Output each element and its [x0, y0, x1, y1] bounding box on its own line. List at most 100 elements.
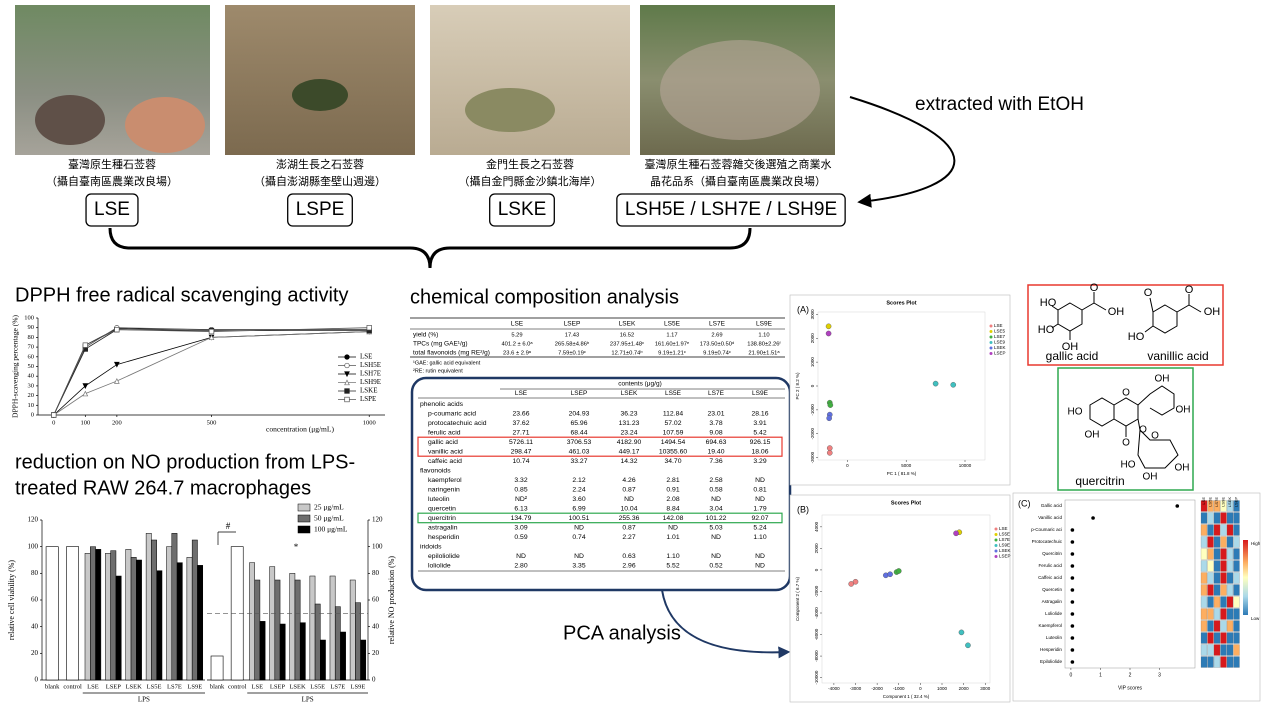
- x-tick-label: LS7E: [330, 683, 345, 690]
- marker: [113, 377, 120, 384]
- atom-label: OH: [1204, 306, 1221, 318]
- heatmap-cell: [1220, 548, 1227, 560]
- sample-label: LSE: [94, 199, 130, 220]
- marker: [344, 379, 350, 386]
- y-tick-label: 0: [810, 384, 815, 387]
- y2-tick-label: 40: [372, 622, 380, 630]
- y-axis-label: relative NO production (%): [387, 556, 396, 645]
- bar: [110, 550, 117, 681]
- table-cell: 3.29: [753, 458, 766, 465]
- y-axis-label: DPPH-scavenging percentage (%): [11, 315, 20, 418]
- legend-marker: [994, 533, 998, 536]
- y-tick-label: -3000: [810, 451, 815, 463]
- table-cell: 68.44: [570, 429, 587, 436]
- heatmap-cell: [1207, 656, 1214, 668]
- y2-tick-label: 120: [372, 516, 383, 524]
- table-cell: astragalin: [428, 524, 458, 531]
- heatmap-cell: [1220, 524, 1227, 536]
- x-tick-label: 500: [207, 419, 217, 426]
- table-cell: 23.6 ± 2.9ᵃ: [503, 351, 532, 357]
- x-tick-label: LS9E: [187, 683, 202, 690]
- table-cell: 2.08: [666, 496, 679, 503]
- table-cell: 449.17: [619, 448, 640, 455]
- x-tick-label: LSE: [252, 683, 264, 690]
- x-tick-label: control: [63, 683, 82, 690]
- bar: [210, 655, 224, 681]
- y2-tick-label: 100: [372, 542, 383, 550]
- table-cell: 7.59±0.19ᶜ: [558, 351, 586, 357]
- heatmap-cell: [1207, 560, 1214, 572]
- bar: [176, 562, 183, 681]
- x-tick-label: 2: [1129, 672, 1132, 678]
- table-cell: naringenin: [428, 486, 460, 493]
- point: [1070, 576, 1075, 580]
- table-cell: 3.91: [753, 420, 766, 427]
- table-cell: 23.66: [512, 410, 529, 417]
- heatmap-cell: [1200, 500, 1208, 512]
- marker: [344, 388, 350, 394]
- heatmap-cell: [1220, 656, 1227, 668]
- y-tick-label: 20: [28, 392, 35, 399]
- table-cell: 1.10: [758, 333, 769, 339]
- table-cell: TPCs (mg GAE¹/g): [413, 341, 468, 348]
- table-cell: 16.52: [620, 333, 635, 339]
- table-cell: ND: [755, 553, 765, 560]
- table-header: LSEK: [619, 321, 636, 328]
- heatmap-cell: [1233, 524, 1240, 536]
- column-label: LSEK: [1227, 497, 1232, 508]
- arrow: [849, 96, 956, 208]
- heatmap-cell: [1207, 632, 1214, 644]
- heatmap-cell: [1200, 524, 1208, 536]
- y-tick-label: 40: [31, 622, 39, 630]
- table-header: LS7E: [708, 390, 725, 397]
- legend-label: High: [1251, 541, 1261, 546]
- heatmap-cell: [1220, 596, 1227, 608]
- bar: [274, 579, 281, 681]
- point: [1070, 624, 1075, 628]
- table-cell: 4.26: [622, 477, 635, 484]
- table-cell: 10.04: [620, 505, 637, 512]
- point: [1070, 660, 1075, 664]
- table-cell: 161.60±1.97ᵉ: [655, 342, 690, 348]
- legend-label: LSEP: [994, 351, 1006, 356]
- heatmap-cell: [1207, 584, 1214, 596]
- atom-label: O: [1151, 431, 1159, 442]
- table-cell: loliolide: [428, 562, 451, 569]
- bar: [45, 546, 59, 681]
- category-label: Protocatechuic: [1032, 539, 1063, 544]
- table-cell: 3.09: [514, 524, 527, 531]
- table-cell: ND: [711, 534, 721, 541]
- x-tick-label: -2000: [871, 686, 883, 691]
- table-cell: 298.47: [511, 448, 532, 455]
- atom-label: O: [1122, 438, 1130, 449]
- table-cell: 2.27: [622, 534, 635, 541]
- sample-label: LSPE: [296, 199, 345, 220]
- table-cell: 3.60: [572, 496, 585, 503]
- heatmap-cell: [1213, 512, 1221, 524]
- photo-detail: [35, 95, 105, 145]
- point: [848, 581, 854, 587]
- y2-tick-label: 60: [372, 596, 380, 604]
- heatmap-cell: [1213, 500, 1221, 512]
- section-title: DPPH free radical scavenging activity: [15, 284, 348, 306]
- table-cell: 3.04: [709, 505, 722, 512]
- heatmap-cell: [1200, 512, 1208, 524]
- atom-label: HO: [1038, 324, 1055, 336]
- table-cell: ND: [516, 553, 526, 560]
- point: [1070, 648, 1075, 652]
- column-label: LSEP: [1234, 497, 1239, 508]
- heatmap-cell: [1220, 500, 1227, 512]
- table-cell: 5.52: [666, 562, 679, 569]
- legend-marker: [994, 544, 998, 547]
- group-label: LPS: [138, 696, 150, 704]
- x-tick-label: 0: [846, 463, 849, 468]
- table-cell: gallic acid: [428, 439, 458, 446]
- heatmap-cell: [1220, 572, 1227, 584]
- column-label: LS5E: [1208, 497, 1213, 507]
- heatmap-cell: [1226, 548, 1234, 560]
- heatmap-cell: [1200, 572, 1208, 584]
- point: [825, 323, 832, 330]
- table-cell: 5726.11: [509, 439, 533, 446]
- atom-label: O: [1090, 282, 1099, 294]
- heatmap-cell: [1220, 608, 1227, 620]
